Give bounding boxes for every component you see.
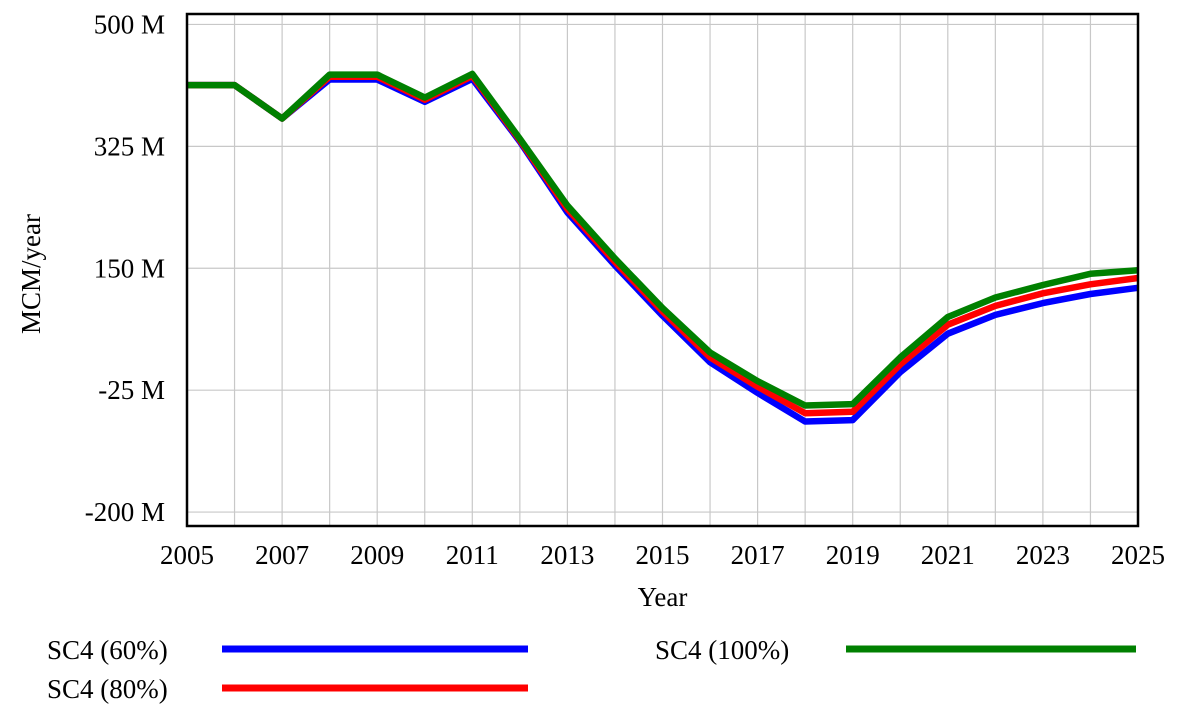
y-axis-title: MCM/year <box>16 214 46 334</box>
x-tick-label: 2013 <box>540 540 594 570</box>
x-tick-label: 2017 <box>731 540 785 570</box>
x-tick-label: 2019 <box>826 540 880 570</box>
y-tick-label: -200 M <box>85 497 165 527</box>
y-axis-ticks: 500 M 325 M 150 M -25 M -200 M <box>85 9 165 527</box>
legend-label-0: SC4 (60%) <box>47 635 168 665</box>
x-tick-label: 2011 <box>446 540 499 570</box>
x-tick-label: 2007 <box>255 540 309 570</box>
y-tick-label: -25 M <box>98 375 165 405</box>
y-tick-label: 325 M <box>94 131 165 161</box>
x-tick-label: 2025 <box>1111 540 1165 570</box>
legend-label-2: SC4 (100%) <box>655 635 789 665</box>
x-tick-label: 2009 <box>350 540 404 570</box>
series-line-2 <box>187 70 1139 409</box>
x-tick-label: 2015 <box>636 540 690 570</box>
legend-label-1: SC4 (80%) <box>47 674 168 704</box>
plot-frame <box>185 12 1140 528</box>
x-axis-title: Year <box>638 582 688 612</box>
grid-lines <box>186 14 1139 526</box>
x-tick-label: 2021 <box>921 540 975 570</box>
x-tick-label: 2023 <box>1016 540 1070 570</box>
series-lines <box>187 70 1139 425</box>
legend: SC4 (60%) SC4 (80%) SC4 (100%) <box>47 635 1136 704</box>
x-tick-label: 2005 <box>160 540 214 570</box>
y-tick-label: 150 M <box>94 253 165 283</box>
y-tick-label: 500 M <box>94 9 165 39</box>
x-axis-ticks: 2005 2007 2009 2011 2013 2015 2017 2019 2021 2023… <box>160 540 1165 570</box>
